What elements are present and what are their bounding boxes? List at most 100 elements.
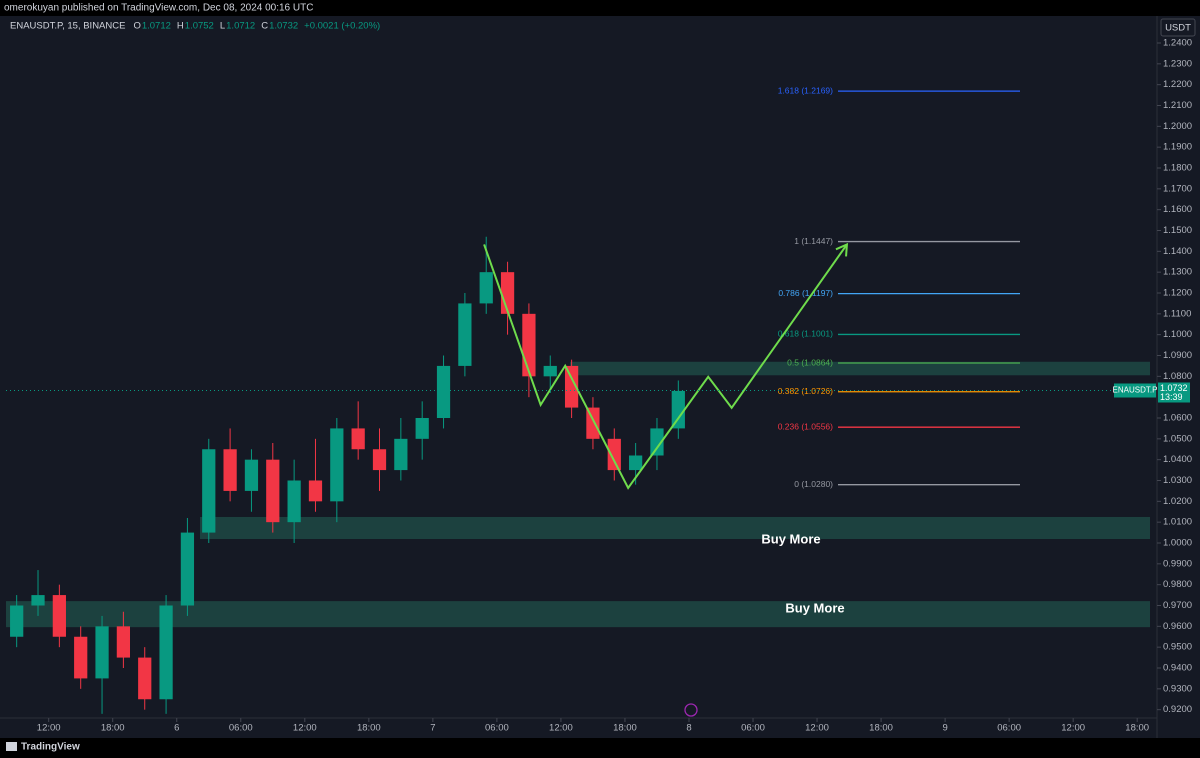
- y-tick-label: 0.9800: [1163, 579, 1192, 590]
- currency-box: [1160, 18, 1196, 37]
- brand-icon: [6, 742, 17, 751]
- candle-body: [479, 272, 493, 304]
- legend-key: O: [133, 21, 140, 32]
- x-tick-label: 12:00: [549, 723, 573, 734]
- candle-body: [543, 365, 557, 377]
- candle-body: [287, 480, 301, 523]
- x-tick-label: 12:00: [293, 723, 317, 734]
- y-tick-label: 1.2400: [1163, 38, 1192, 49]
- candle-body: [458, 303, 472, 366]
- y-tick-label: 1.1700: [1163, 183, 1192, 194]
- currency-label: USDT: [1165, 23, 1191, 34]
- last-price-symbol-box: [1114, 383, 1156, 398]
- legend-value: 1.0732: [269, 21, 298, 32]
- x-tick-label: 12:00: [37, 723, 61, 734]
- zone-label: Buy More: [761, 531, 820, 546]
- candle-body: [74, 636, 88, 679]
- x-tick-label: 18:00: [1125, 723, 1149, 734]
- candle-body: [159, 605, 173, 700]
- y-tick-label: 1.0500: [1163, 433, 1192, 444]
- candle-body: [95, 626, 109, 679]
- legend-key: C: [261, 21, 268, 32]
- y-tick-label: 1.0100: [1163, 517, 1192, 528]
- publisher-line: omerokuyan published on TradingView.com,…: [4, 3, 313, 14]
- y-tick-label: 0.9200: [1163, 704, 1192, 715]
- candle-body: [500, 272, 515, 314]
- last-price-symbol: ENAUSDT.P: [1113, 386, 1158, 395]
- legend-symbol: ENAUSDT.P, 15, BINANCE: [10, 21, 125, 32]
- x-tick-label: 06:00: [485, 723, 509, 734]
- zone: [6, 601, 1150, 628]
- candle-body: [415, 418, 429, 439]
- x-tick-label: 06:00: [997, 723, 1021, 734]
- candle-body: [31, 595, 45, 606]
- y-tick-label: 1.1200: [1163, 288, 1192, 299]
- projection-arrowhead: [835, 242, 849, 257]
- candle-body: [244, 459, 259, 491]
- y-tick-label: 1.1000: [1163, 329, 1192, 340]
- chart-bg: [0, 16, 1200, 738]
- candle-body: [372, 449, 387, 471]
- fib-label: 0.236 (1.0556): [778, 421, 833, 431]
- fib-label: 0 (1.0280): [794, 479, 833, 489]
- x-tick-label: 18:00: [869, 723, 893, 734]
- candle-body: [116, 626, 131, 658]
- candle-body: [564, 365, 579, 408]
- x-tick-label: 06:00: [741, 723, 765, 734]
- candle-body: [629, 455, 643, 471]
- x-tick-label: 6: [174, 723, 179, 734]
- candle-body: [202, 449, 216, 533]
- candle-body: [650, 428, 664, 456]
- zone: [200, 516, 1150, 540]
- y-tick-label: 1.0600: [1163, 413, 1192, 424]
- x-tick-label: 18:00: [613, 723, 637, 734]
- zone-label: Buy More: [785, 600, 844, 615]
- x-tick-label: 7: [430, 723, 435, 734]
- fib-label: 0.618 (1.1001): [778, 329, 833, 339]
- y-tick-label: 1.1900: [1163, 142, 1192, 153]
- y-tick-label: 0.9300: [1163, 683, 1192, 694]
- candle-body: [351, 428, 365, 450]
- y-tick-label: 1.1600: [1163, 204, 1192, 215]
- fib-label: 0.5 (1.0864): [787, 357, 833, 367]
- y-tick-label: 0.9900: [1163, 558, 1192, 569]
- y-tick-label: 1.1500: [1163, 225, 1192, 236]
- y-tick-label: 1.0900: [1163, 350, 1192, 361]
- y-tick-label: 1.1300: [1163, 267, 1192, 278]
- fib-label: 1.618 (1.2169): [778, 85, 833, 95]
- legend-key: L: [220, 21, 225, 32]
- last-price-countdown: 13:39: [1160, 392, 1183, 402]
- zone: [570, 361, 1150, 376]
- legend-key: H: [177, 21, 184, 32]
- candle-body: [607, 438, 621, 471]
- last-price-value: 1.0732: [1160, 383, 1188, 393]
- candle-body: [138, 657, 152, 700]
- legend-value: 1.0712: [142, 21, 171, 32]
- candle-body: [180, 532, 195, 606]
- candle-body: [330, 428, 344, 502]
- y-tick-label: 1.0200: [1163, 496, 1192, 507]
- fib-label: 0.786 (1.1197): [778, 288, 833, 298]
- x-tick-label: 18:00: [101, 723, 125, 734]
- brand: TradingView: [6, 742, 80, 753]
- legend-value: 1.0712: [226, 21, 255, 32]
- candle-body: [223, 449, 237, 491]
- candle-body: [308, 480, 323, 502]
- y-tick-label: 1.0400: [1163, 454, 1192, 465]
- y-tick-label: 1.0800: [1163, 371, 1192, 382]
- brand-name: TradingView: [21, 742, 80, 753]
- y-tick-label: 1.1100: [1163, 308, 1191, 319]
- y-tick-label: 0.9600: [1163, 621, 1192, 632]
- candle-body: [671, 390, 685, 429]
- candle-body: [394, 438, 408, 471]
- alert-circle: [684, 703, 698, 717]
- y-tick-label: 1.2000: [1163, 121, 1192, 132]
- y-tick-label: 1.0000: [1163, 538, 1192, 549]
- y-tick-label: 0.9700: [1163, 600, 1192, 611]
- x-tick-label: 18:00: [357, 723, 381, 734]
- fib-label: 0.382 (1.0726): [778, 386, 833, 396]
- candle-body: [522, 313, 536, 377]
- candle-body: [266, 459, 280, 523]
- alert-icon: [684, 703, 698, 717]
